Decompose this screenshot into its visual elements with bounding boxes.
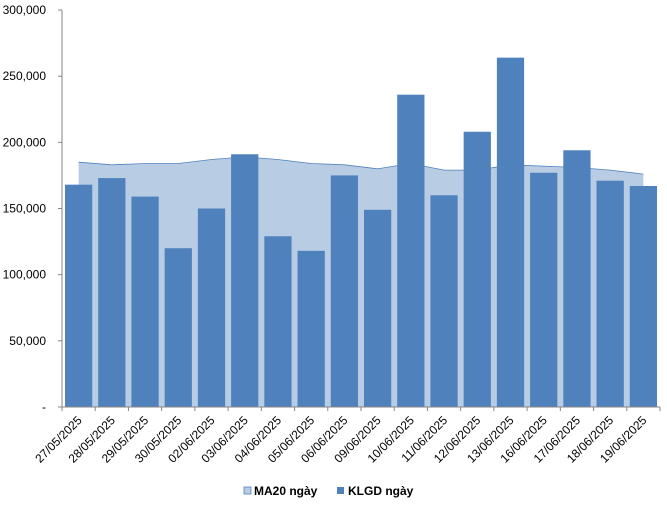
bar-09/06/2025 (363, 209, 392, 407)
y-tick-label: - (42, 400, 46, 414)
y-tick-labels: - 50,000 100,000 150,000 200,000 250,000 300,0… (3, 3, 47, 414)
bars-group (64, 57, 658, 408)
legend-label-ma20: MA20 ngày (254, 484, 318, 498)
bar-02/06/2025 (197, 208, 226, 407)
y-tick-label: 50,000 (9, 334, 46, 348)
bar-03/06/2025 (231, 154, 259, 407)
legend: MA20 ngày KLGD ngày (243, 484, 414, 498)
bar-28/05/2025 (98, 178, 126, 407)
bar-12/06/2025 (463, 131, 491, 407)
bar-06/06/2025 (330, 175, 359, 407)
y-tick-label: 200,000 (3, 135, 47, 149)
bar-13/06/2025 (496, 57, 525, 407)
bar-17/06/2025 (563, 150, 591, 408)
y-tick-label: 100,000 (3, 268, 47, 282)
y-tick-label: 300,000 (3, 3, 47, 17)
ma20-area (78, 156, 644, 407)
bar-18/06/2025 (596, 180, 624, 407)
y-tick-label: 250,000 (3, 69, 47, 83)
bar-19/06/2025 (629, 186, 658, 407)
bar-29/05/2025 (131, 196, 159, 407)
legend-swatch-ma20 (243, 486, 252, 495)
y-tick-label: 150,000 (3, 202, 47, 216)
bar-16/06/2025 (530, 172, 558, 407)
bar-27/05/2025 (64, 184, 93, 407)
bar-30/05/2025 (164, 248, 192, 407)
legend-swatch-klgd (337, 487, 344, 494)
bar-10/06/2025 (397, 94, 425, 408)
axes-group (58, 9, 661, 411)
x-tick-labels: 27/05/202528/05/202529/05/202530/05/2025… (32, 413, 649, 466)
ma20-line (78, 156, 644, 175)
bar-11/06/2025 (430, 195, 458, 407)
legend-label-klgd: KLGD ngày (348, 484, 414, 498)
bar-04/06/2025 (264, 236, 292, 407)
bar-05/06/2025 (297, 250, 325, 407)
ma20-area-group (78, 156, 644, 407)
